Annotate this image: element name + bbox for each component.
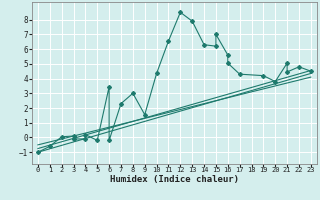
- X-axis label: Humidex (Indice chaleur): Humidex (Indice chaleur): [110, 175, 239, 184]
